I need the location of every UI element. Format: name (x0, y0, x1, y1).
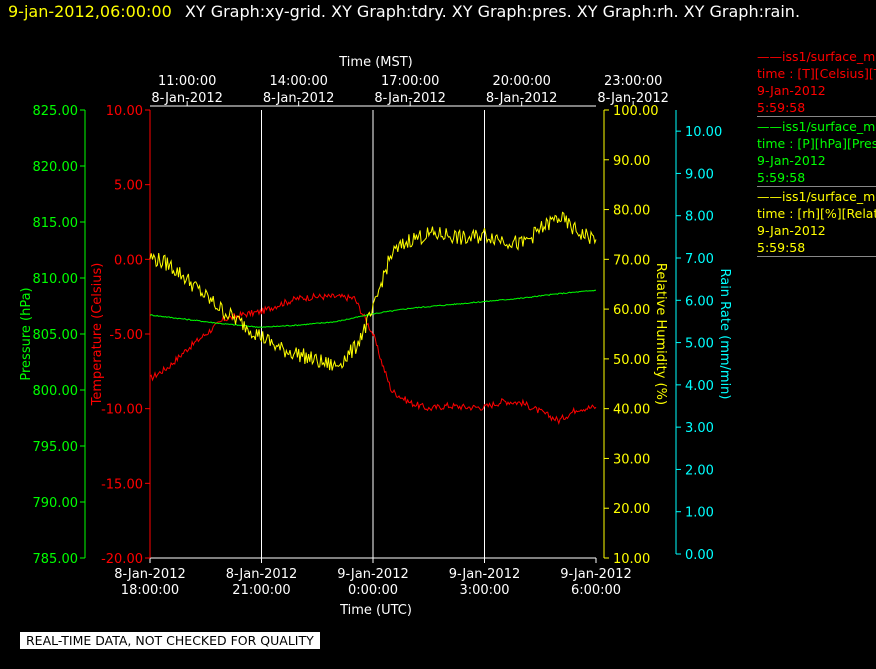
temperature-tick-label: -15.00 (101, 477, 143, 492)
current-datetime: 9-jan-2012,06:00:00 (8, 2, 172, 21)
axis-layer: 8-Jan-201218:00:008-Jan-201221:00:009-Ja… (19, 55, 732, 618)
series-line-pressure (149, 289, 596, 328)
x-bottom-tick-time: 3:00:00 (459, 583, 509, 598)
pressure-tick-label: 815.00 (33, 216, 79, 231)
legend-line2: time : [rh][%][Relative] (757, 206, 876, 221)
legend-line3: 9-Jan-2012 (757, 83, 826, 98)
x-bottom-tick-date: 9-Jan-2012 (449, 567, 521, 582)
x-top-tick-date: 8-Jan-2012 (151, 91, 223, 106)
quality-warning-banner: REAL-TIME DATA, NOT CHECKED FOR QUALITY (20, 632, 320, 649)
x-top-axis-label: Time (MST) (338, 55, 413, 70)
temperature-tick-label: 5.00 (114, 179, 143, 194)
x-bottom-axis-label: Time (UTC) (339, 603, 412, 618)
temperature-axis-title: Temperature (Celsius) (90, 263, 105, 407)
rain-tick-label: 4.00 (685, 379, 714, 394)
rain-tick-label: 6.00 (685, 294, 714, 309)
rain-tick-label: 8.00 (685, 210, 714, 225)
rain-tick-label: 7.00 (685, 252, 714, 267)
x-bottom-tick-date: 8-Jan-2012 (226, 567, 298, 582)
rh-tick-label: 70.00 (613, 253, 650, 268)
legend-line4: 5:59:58 (757, 240, 806, 255)
rh-tick-label: 80.00 (613, 204, 650, 219)
legend-line3: 9-Jan-2012 (757, 153, 826, 168)
x-top-tick-time: 23:00:00 (604, 74, 662, 89)
rh-tick-label: 30.00 (613, 452, 650, 467)
pressure-tick-label: 805.00 (33, 328, 79, 343)
legend-line2: time : [P][hPa][Pres] (757, 136, 876, 151)
series-layer (149, 211, 597, 425)
rain-tick-label: 3.00 (685, 421, 714, 436)
x-bottom-tick-time: 21:00:00 (232, 583, 290, 598)
temperature-tick-label: 10.00 (106, 104, 143, 119)
graph-list: XY Graph:xy-grid. XY Graph:tdry. XY Grap… (184, 2, 801, 21)
series-line-temperature (149, 292, 597, 425)
pressure-tick-label: 785.00 (33, 552, 79, 567)
legend-line1: ——iss1/surface_met (757, 119, 876, 134)
rh-tick-label: 40.00 (613, 403, 650, 418)
legend-line4: 5:59:58 (757, 170, 806, 185)
rain-axis-title: Rain Rate (mm/min) (717, 268, 732, 399)
title-bar: 9-jan-2012,06:00:00 XY Graph:xy-grid. XY… (8, 2, 800, 21)
rain-tick-label: 2.00 (685, 463, 714, 478)
x-top-tick-time: 14:00:00 (269, 74, 327, 89)
pressure-tick-label: 795.00 (33, 440, 79, 455)
legend-line4: 5:59:58 (757, 100, 806, 115)
series-line-rh (149, 211, 597, 371)
pressure-tick-label: 800.00 (33, 384, 79, 399)
rh-tick-label: 50.00 (613, 353, 650, 368)
x-top-tick-date: 8-Jan-2012 (486, 91, 558, 106)
x-top-tick-time: 11:00:00 (158, 74, 216, 89)
pressure-tick-label: 820.00 (33, 160, 79, 175)
rain-tick-label: 1.00 (685, 506, 714, 521)
x-top-tick-date: 8-Jan-2012 (597, 91, 669, 106)
x-bottom-tick-time: 0:00:00 (348, 583, 398, 598)
temperature-tick-label: -5.00 (109, 328, 143, 343)
x-top-tick-time: 17:00:00 (381, 74, 439, 89)
temperature-tick-label: -10.00 (101, 403, 143, 418)
x-bottom-tick-time: 18:00:00 (121, 583, 179, 598)
x-top-tick-date: 8-Jan-2012 (374, 91, 446, 106)
rh-tick-label: 60.00 (613, 303, 650, 318)
pressure-axis-title: Pressure (hPa) (19, 287, 34, 380)
rh-tick-label: 100.00 (613, 104, 659, 119)
rain-tick-label: 0.00 (685, 548, 714, 563)
x-top-tick-date: 8-Jan-2012 (263, 91, 335, 106)
pressure-tick-label: 790.00 (33, 496, 79, 511)
rain-tick-label: 10.00 (685, 125, 722, 140)
x-bottom-tick-time: 6:00:00 (571, 583, 621, 598)
legend-line1: ——iss1/surface_met (757, 49, 876, 64)
rain-tick-label: 9.00 (685, 167, 714, 182)
pressure-tick-label: 825.00 (33, 104, 79, 119)
x-top-tick-time: 20:00:00 (492, 74, 550, 89)
x-bottom-tick-date: 8-Jan-2012 (114, 567, 186, 582)
legend-line2: time : [T][Celsius][Tdry] (757, 66, 876, 81)
rh-tick-label: 20.00 (613, 502, 650, 517)
rain-tick-label: 5.00 (685, 337, 714, 352)
legend-line1: ——iss1/surface_met (757, 189, 876, 204)
rh-tick-label: 10.00 (613, 552, 650, 567)
rh-axis-title: Relative Humidity (%) (653, 263, 668, 405)
temperature-tick-label: -20.00 (101, 552, 143, 567)
x-bottom-tick-date: 9-Jan-2012 (337, 567, 409, 582)
legend-line3: 9-Jan-2012 (757, 223, 826, 238)
rh-tick-label: 90.00 (613, 154, 650, 169)
x-bottom-tick-date: 9-Jan-2012 (560, 567, 632, 582)
pressure-tick-label: 810.00 (33, 272, 79, 287)
temperature-tick-label: 0.00 (114, 253, 143, 268)
